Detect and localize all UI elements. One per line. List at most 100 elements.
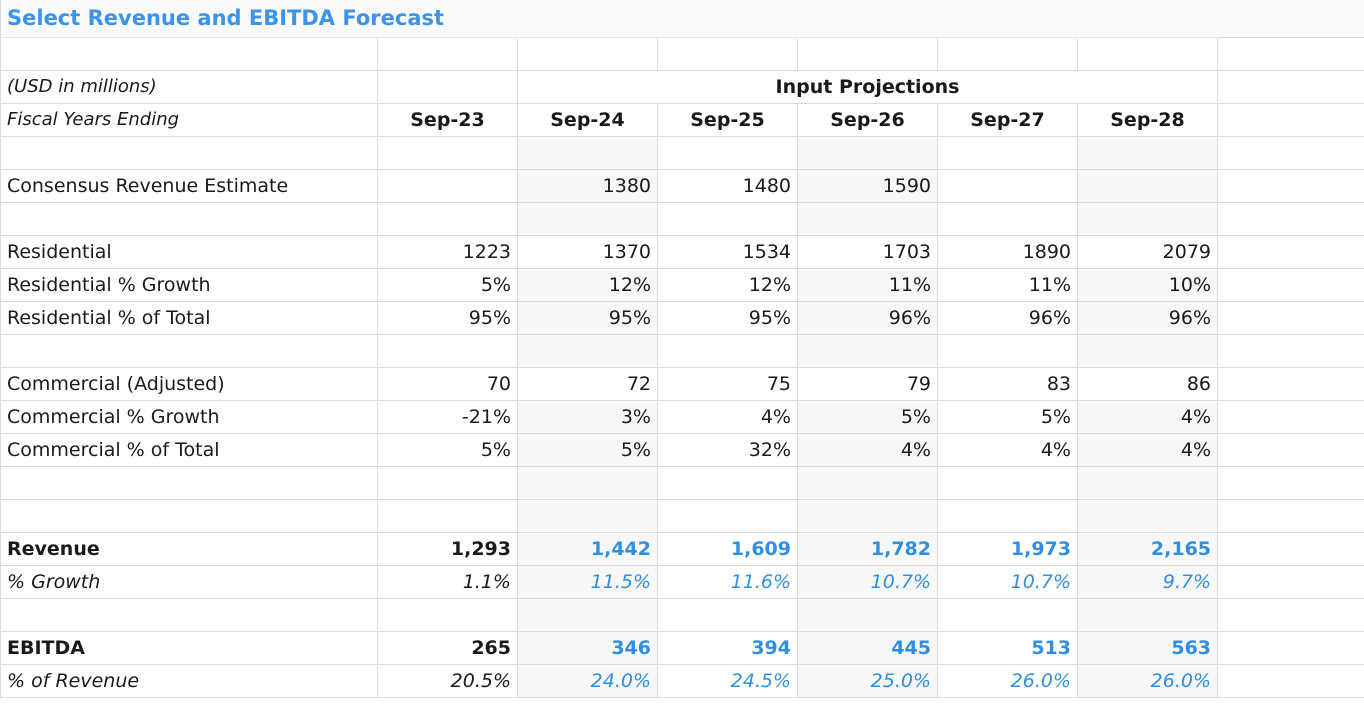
value-cell[interactable]: 11% [797, 268, 938, 302]
value-cell[interactable]: 1,973 [937, 532, 1078, 566]
cell[interactable] [797, 37, 938, 71]
cell[interactable] [1217, 631, 1364, 665]
value-cell[interactable]: 4% [657, 400, 798, 434]
cell[interactable] [377, 136, 518, 170]
cell[interactable] [937, 466, 1078, 500]
row-label[interactable]: Residential [0, 235, 378, 269]
cell[interactable] [1077, 136, 1219, 170]
value-cell[interactable]: 12% [517, 268, 658, 302]
cell[interactable] [1217, 433, 1364, 467]
value-cell[interactable]: 1380 [517, 169, 658, 203]
value-cell[interactable]: 1370 [517, 235, 658, 269]
year-header[interactable]: Sep-27 [937, 103, 1078, 137]
value-cell[interactable]: 1480 [657, 169, 798, 203]
value-cell[interactable]: 2079 [1077, 235, 1219, 269]
cell[interactable] [1217, 664, 1364, 698]
value-cell[interactable]: 11.6% [657, 565, 798, 599]
cell[interactable] [517, 466, 658, 500]
cell[interactable] [1217, 103, 1364, 137]
cell[interactable] [1077, 598, 1219, 632]
value-cell[interactable]: 5% [377, 433, 518, 467]
cell[interactable] [797, 598, 938, 632]
cell[interactable] [1077, 202, 1219, 236]
value-cell[interactable]: 4% [937, 433, 1078, 467]
cell[interactable] [1217, 565, 1364, 599]
cell[interactable] [1217, 301, 1364, 335]
value-cell[interactable]: 83 [937, 367, 1078, 401]
value-cell[interactable]: 95% [517, 301, 658, 335]
cell[interactable] [0, 466, 378, 500]
value-cell[interactable]: 563 [1077, 631, 1219, 665]
cell[interactable] [0, 136, 378, 170]
cell[interactable] [1217, 367, 1364, 401]
value-cell[interactable]: 9.7% [1077, 565, 1219, 599]
cell[interactable] [797, 136, 938, 170]
value-cell[interactable]: 1703 [797, 235, 938, 269]
value-cell[interactable]: 96% [797, 301, 938, 335]
value-cell[interactable]: 1.1% [377, 565, 518, 599]
value-cell[interactable] [937, 169, 1078, 203]
cell[interactable] [1217, 235, 1364, 269]
value-cell[interactable]: 265 [377, 631, 518, 665]
value-cell[interactable]: 96% [937, 301, 1078, 335]
value-cell[interactable]: 5% [517, 433, 658, 467]
value-cell[interactable]: 70 [377, 367, 518, 401]
value-cell[interactable]: 72 [517, 367, 658, 401]
value-cell[interactable]: 26.0% [937, 664, 1078, 698]
value-cell[interactable]: 5% [377, 268, 518, 302]
row-label[interactable]: % Growth [0, 565, 378, 599]
cell[interactable] [937, 499, 1078, 533]
cell[interactable] [377, 37, 518, 71]
cell[interactable] [0, 37, 378, 71]
cell[interactable] [797, 499, 938, 533]
row-label[interactable]: Commercial % of Total [0, 433, 378, 467]
cell[interactable] [937, 598, 1078, 632]
value-cell[interactable]: 24.0% [517, 664, 658, 698]
cell[interactable] [937, 37, 1078, 71]
cell[interactable] [0, 334, 378, 368]
cell[interactable] [657, 598, 798, 632]
cell[interactable] [1217, 0, 1364, 38]
year-header[interactable]: Sep-23 [377, 103, 518, 137]
fiscal-years-label[interactable]: Fiscal Years Ending [0, 103, 378, 137]
cell[interactable] [377, 70, 518, 104]
row-label[interactable]: Commercial (Adjusted) [0, 367, 378, 401]
value-cell[interactable]: 394 [657, 631, 798, 665]
year-header[interactable]: Sep-28 [1077, 103, 1219, 137]
cell[interactable] [1217, 37, 1364, 71]
cell[interactable] [1077, 499, 1219, 533]
value-cell[interactable]: 5% [797, 400, 938, 434]
units-label[interactable]: (USD in millions) [0, 70, 378, 104]
input-projections-header[interactable]: Input Projections [517, 70, 1219, 104]
cell[interactable] [657, 466, 798, 500]
year-header[interactable]: Sep-26 [797, 103, 938, 137]
value-cell[interactable]: 10.7% [937, 565, 1078, 599]
cell[interactable] [797, 466, 938, 500]
value-cell[interactable]: 25.0% [797, 664, 938, 698]
cell[interactable] [377, 499, 518, 533]
value-cell[interactable]: 5% [937, 400, 1078, 434]
value-cell[interactable]: 75 [657, 367, 798, 401]
row-label[interactable]: Residential % Growth [0, 268, 378, 302]
value-cell[interactable]: 1590 [797, 169, 938, 203]
year-header[interactable]: Sep-25 [657, 103, 798, 137]
cell[interactable] [517, 598, 658, 632]
value-cell[interactable]: 1223 [377, 235, 518, 269]
value-cell[interactable]: 346 [517, 631, 658, 665]
value-cell[interactable]: 10% [1077, 268, 1219, 302]
value-cell[interactable]: 86 [1077, 367, 1219, 401]
cell[interactable] [1217, 466, 1364, 500]
cell[interactable] [377, 202, 518, 236]
cell[interactable] [1217, 499, 1364, 533]
cell[interactable] [657, 334, 798, 368]
cell[interactable] [517, 499, 658, 533]
cell[interactable] [657, 136, 798, 170]
cell[interactable] [0, 598, 378, 632]
value-cell[interactable]: 4% [1077, 433, 1219, 467]
cell[interactable] [0, 499, 378, 533]
year-header[interactable]: Sep-24 [517, 103, 658, 137]
cell[interactable] [657, 499, 798, 533]
value-cell[interactable]: 1,609 [657, 532, 798, 566]
value-cell[interactable]: 1,782 [797, 532, 938, 566]
row-label[interactable]: Residential % of Total [0, 301, 378, 335]
